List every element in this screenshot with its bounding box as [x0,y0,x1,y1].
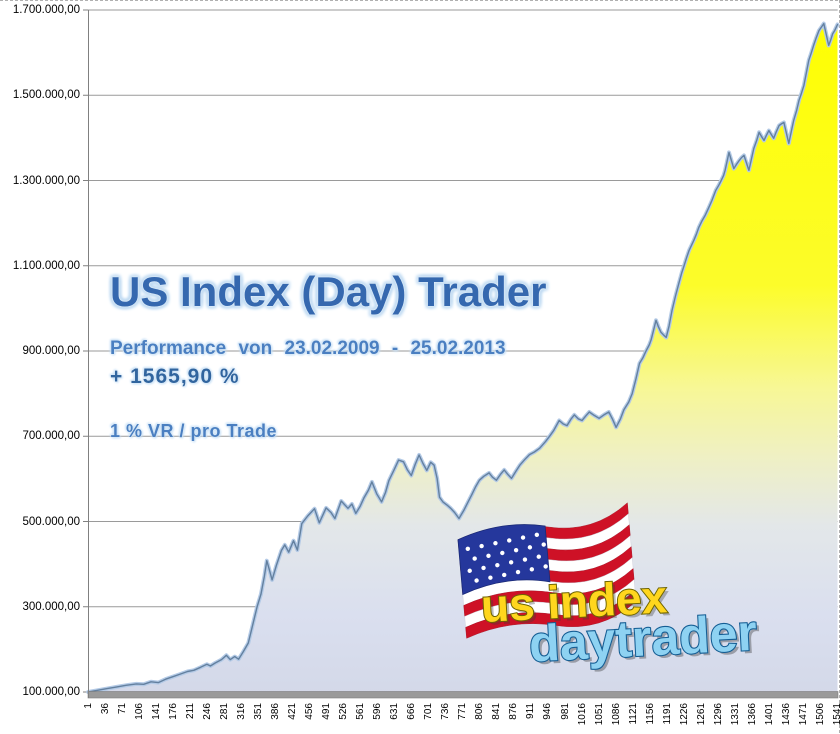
flag-star [488,575,493,580]
x-tick-label: 561 [355,703,367,720]
us-flag-icon [457,502,637,639]
x-axis-band [87,691,839,699]
y-tick-label: 1.300.000,00 [12,174,80,187]
flag-star [479,543,484,549]
x-tick-label: 36 [99,703,111,715]
flag-star [541,542,546,547]
flag-star [513,547,519,553]
flag-star [507,538,512,543]
x-tick-label: 1401 [763,703,775,726]
logo-word1-shadow: us index [483,573,672,635]
x-tick-label: 1366 [746,703,758,726]
x-tick-label: 666 [406,703,418,720]
x-tick-label: 106 [133,703,145,720]
us-index-daytrader-logo: us index us index daytrader daytrader [457,502,762,676]
x-tick-label: 876 [508,703,520,720]
x-tick-label: 71 [116,703,128,715]
flag-star [493,541,498,546]
x-tick-label: 1086 [610,703,622,726]
flag-star [508,560,514,565]
x-tick-label: 1331 [729,703,741,726]
x-tick-label: 1261 [695,703,707,726]
y-tick-label: 1.700.000,00 [12,4,80,16]
x-tick-label: 981 [559,703,571,720]
x-tick-label: 841 [491,703,503,720]
x-tick-label: 526 [338,703,350,720]
flag-star [465,546,471,552]
x-tick-label: 806 [474,703,486,720]
x-tick-label: 1506 [814,703,826,726]
y-tick-label: 700.000,00 [22,430,80,443]
x-tick-label: 736 [440,703,452,720]
x-tick-label: 351 [253,703,265,720]
x-tick-label: 701 [423,703,435,720]
y-tick-label: 500.000,00 [22,515,80,528]
x-tick-label: 1051 [593,703,605,726]
flag-star [522,557,528,562]
x-tick-label: 1226 [678,703,690,726]
x-tick-label: 1541 [831,703,840,726]
x-tick-label: 1436 [780,703,792,726]
flag-star [536,554,541,559]
x-tick-label: 596 [372,703,384,720]
flag-star [529,567,535,572]
x-tick-label: 246 [201,703,213,720]
flag-star [486,553,491,558]
x-tick-label: 1156 [644,703,656,725]
logo-word2: daytrader [528,604,759,673]
y-tick-label: 1.100.000,00 [12,259,80,272]
x-tick-label: 631 [389,703,401,720]
flag-star [500,550,505,556]
y-tick-label: 300.000,00 [22,600,80,613]
flag-star [527,545,533,550]
y-axis-ticks [83,9,88,693]
equity-area [88,23,838,693]
flag-star [467,568,472,573]
flag-star [474,578,479,583]
y-tick-label: 100.000,00 [22,686,80,698]
flag-star [495,562,500,568]
flag-star [472,556,477,561]
flag-stripe-red [465,590,637,639]
equity-line [87,22,839,693]
flag-star [502,572,507,578]
x-tick-label: 1121 [627,703,639,725]
x-tick-label: 281 [218,703,230,720]
x-tick-label: 176 [167,703,179,720]
x-tick-label: 491 [321,703,333,720]
y-tick-label: 900.000,00 [22,345,80,357]
logo-word2-shadow: daytrader [531,607,762,676]
x-tick-label: 946 [542,703,554,720]
x-tick-label: 1296 [712,703,724,726]
x-tick-label: 316 [235,703,247,720]
flag-star [481,565,486,571]
x-tick-label: 771 [457,703,469,720]
flag-star [543,564,548,569]
flag-star [515,569,521,575]
logo-word1: us index [480,570,669,632]
x-tick-label: 141 [150,703,162,720]
x-tick-label: 1016 [576,703,588,726]
x-tick-label: 1 [82,703,94,709]
x-tick-label: 211 [184,703,196,719]
x-tick-label: 456 [304,703,316,720]
x-tick-label: 911 [525,703,537,719]
flag-star [520,535,526,540]
x-tick-label: 386 [270,703,282,720]
flag-star [534,532,540,538]
x-tick-label: 421 [287,703,299,720]
x-tick-label: 1191 [661,703,673,725]
x-tick-label: 1471 [797,703,809,726]
y-tick-label: 1.500.000,00 [12,89,80,102]
